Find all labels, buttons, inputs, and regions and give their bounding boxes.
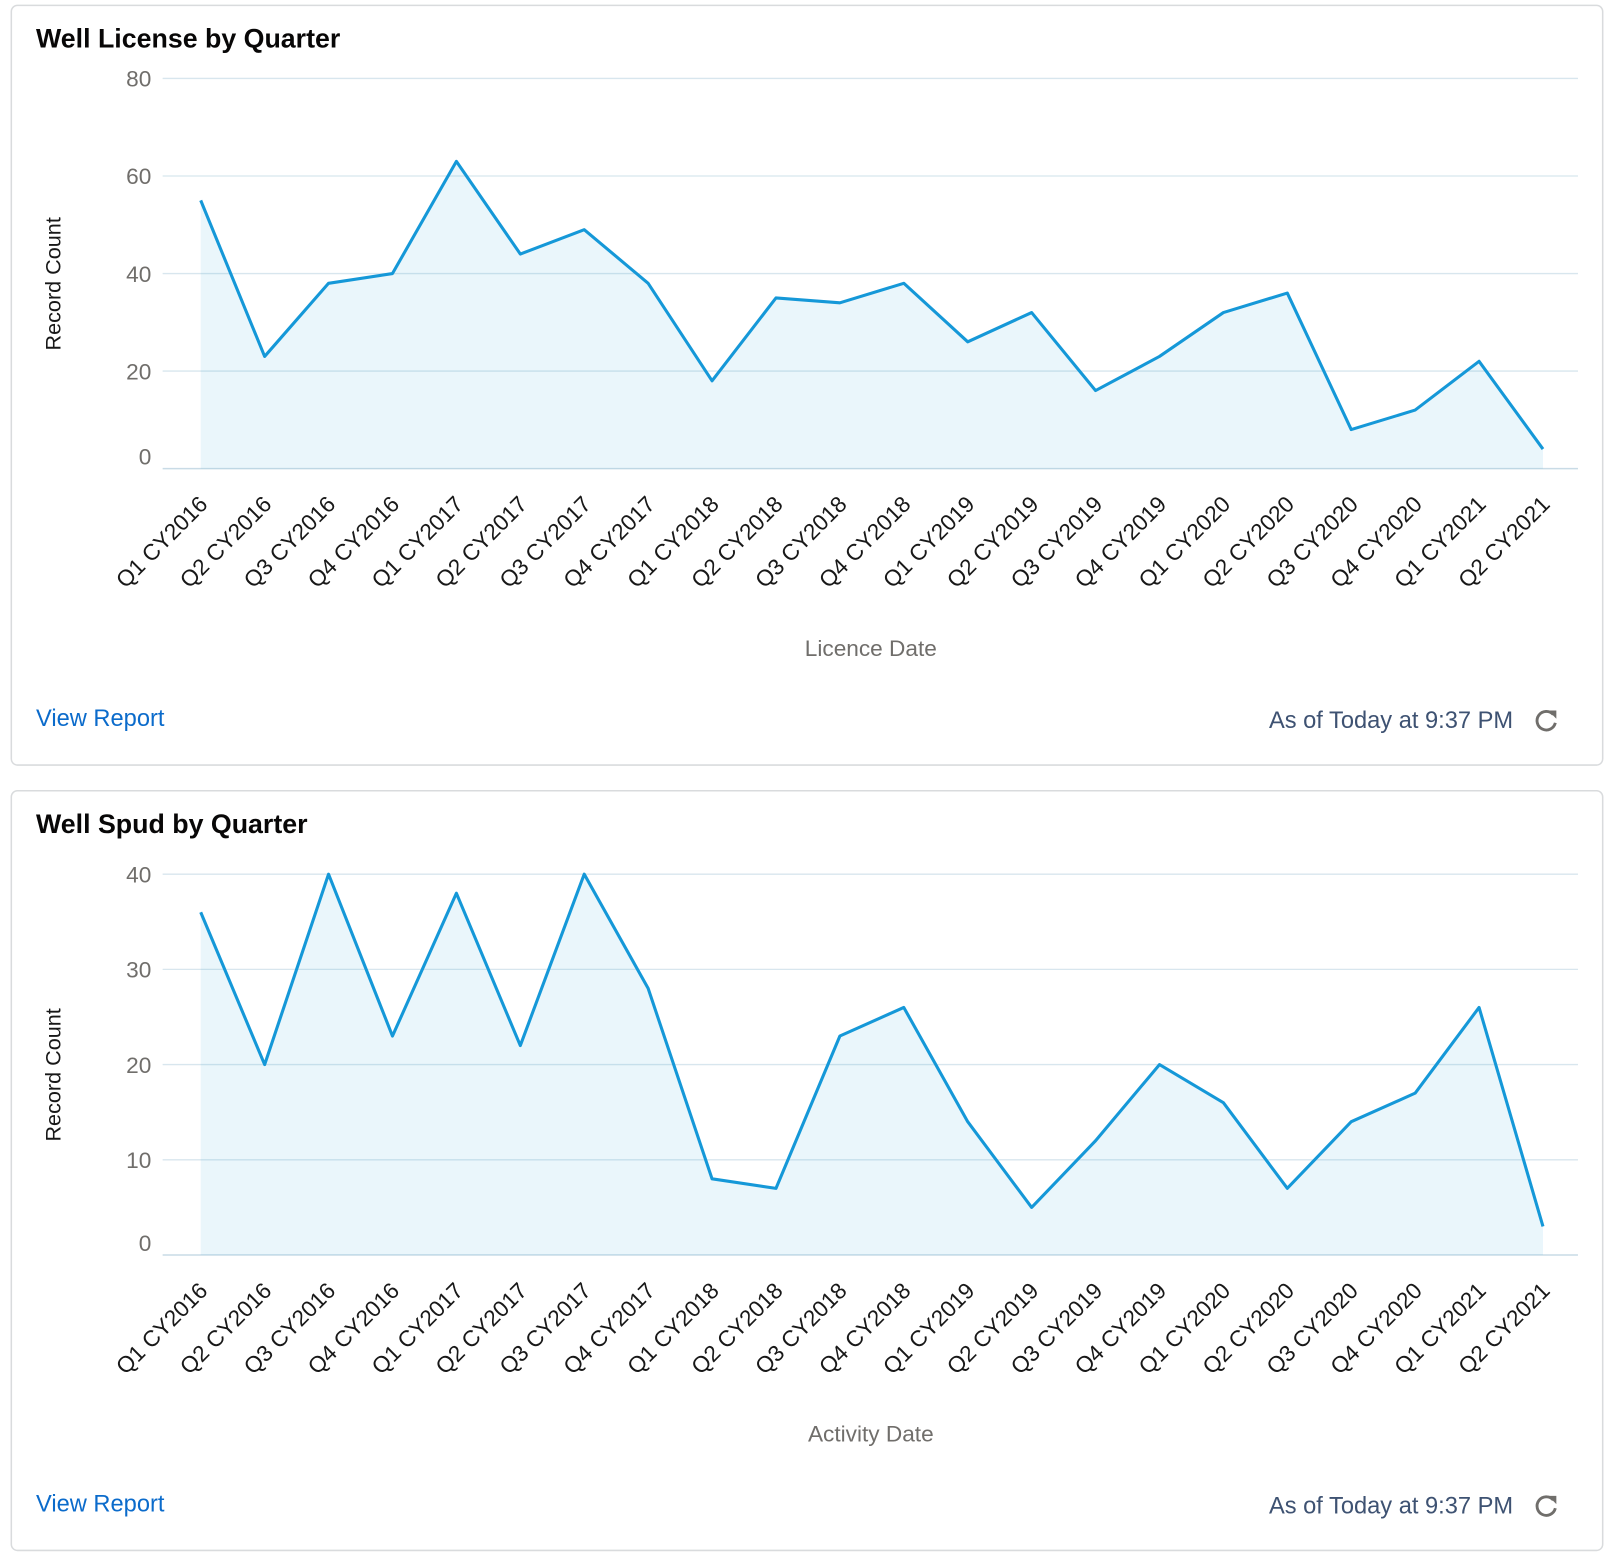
x-axis-title: Activity Date xyxy=(808,1421,934,1446)
y-axis-title: Record Count xyxy=(41,1008,66,1141)
line xyxy=(199,872,1545,1227)
timestamp: As of Today at 9:37 PM xyxy=(1269,708,1513,734)
area xyxy=(200,161,1543,469)
timestamp: As of Today at 9:37 PM xyxy=(1269,1493,1513,1519)
refresh-icon xyxy=(1535,1495,1557,1517)
y-tick-label: 60 xyxy=(126,164,151,189)
refresh-arrow xyxy=(1548,1495,1557,1505)
chart-title: Well License by Quarter xyxy=(36,24,340,54)
card xyxy=(10,4,1604,766)
refresh-button[interactable] xyxy=(1535,710,1557,732)
y-tick-label: 30 xyxy=(126,958,151,983)
card xyxy=(10,790,1604,1552)
y-tick-label: 40 xyxy=(126,262,151,287)
refresh-icon xyxy=(1535,710,1557,732)
refresh-button[interactable] xyxy=(1535,1495,1557,1517)
y-tick-label: 10 xyxy=(126,1148,151,1173)
y-tick-label: 0 xyxy=(139,444,152,469)
line xyxy=(199,159,1545,450)
y-tick-label: 0 xyxy=(139,1231,152,1256)
y-tick-label: 20 xyxy=(126,359,151,384)
area xyxy=(200,874,1543,1256)
refresh-arrow xyxy=(1548,710,1557,719)
y-tick-label: 40 xyxy=(126,862,151,887)
view-report-link[interactable]: View Report xyxy=(36,706,165,732)
x-axis-title: Licence Date xyxy=(805,636,937,661)
chart-title: Well Spud by Quarter xyxy=(36,809,308,839)
y-axis-title: Record Count xyxy=(41,217,66,350)
view-report-link[interactable]: View Report xyxy=(36,1491,165,1517)
y-tick-label: 20 xyxy=(126,1053,151,1078)
y-tick-label: 80 xyxy=(126,67,151,92)
